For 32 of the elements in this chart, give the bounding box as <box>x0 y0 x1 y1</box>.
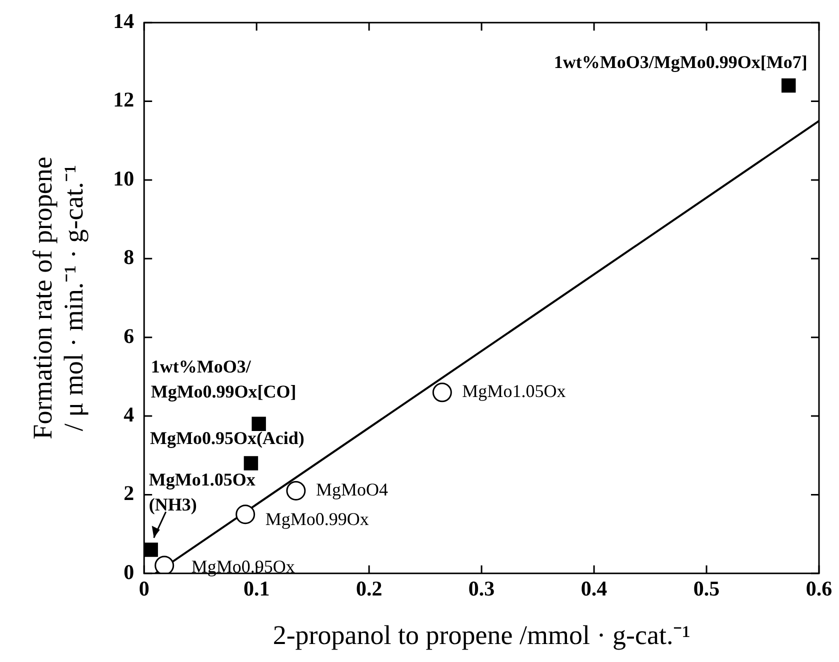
annotation: MgMo0.99Ox <box>265 509 369 530</box>
y-tick-label: 12 <box>113 88 134 112</box>
annotation: 1wt%MoO3/ MgMo0.99Ox[CO] <box>150 356 296 402</box>
point <box>144 542 158 557</box>
x-tick-label: 0.2 <box>356 576 382 600</box>
point <box>236 504 256 524</box>
annotation: MgMo1.05Ox (NH3) <box>148 469 256 514</box>
y-tick-label: 2 <box>124 481 134 506</box>
y-tick-label: 4 <box>124 402 135 426</box>
x-axis-title: 2-propanol to propene /mmol · g-cat.⁻¹ <box>272 620 690 650</box>
point <box>252 416 266 432</box>
y-tick-label: 10 <box>113 166 134 190</box>
annotation: MgMoO4 <box>316 480 388 500</box>
x-tick-label: 0.1 <box>243 576 270 600</box>
x-tick-label: 0.6 <box>806 576 832 600</box>
point <box>154 556 174 574</box>
point <box>432 382 452 402</box>
x-tick-label: 0.4 <box>580 576 608 600</box>
y-tick-label: 8 <box>124 245 134 270</box>
y-tick-label: 0 <box>124 560 134 584</box>
y-tick-label: 6 <box>124 324 134 348</box>
point <box>782 78 796 93</box>
point <box>244 456 258 470</box>
annotation: MgMo0.95Ox <box>191 556 295 576</box>
x-tick-label: 0.3 <box>468 576 495 600</box>
annotation: MgMo0.95Ox(Acid) <box>150 428 304 448</box>
y-axis-title: Formation rate of propene / μ mol · min.⁻¹ · g-cat.⁻¹ <box>28 156 89 440</box>
x-tick-label: 0.5 <box>693 576 720 600</box>
point <box>286 481 306 501</box>
annotation: 1wt%MoO3/MgMo0.99Ox[Mo7] <box>554 52 808 72</box>
y-tick-label: 14 <box>113 9 135 34</box>
annotation: MgMo1.05Ox <box>462 381 566 402</box>
